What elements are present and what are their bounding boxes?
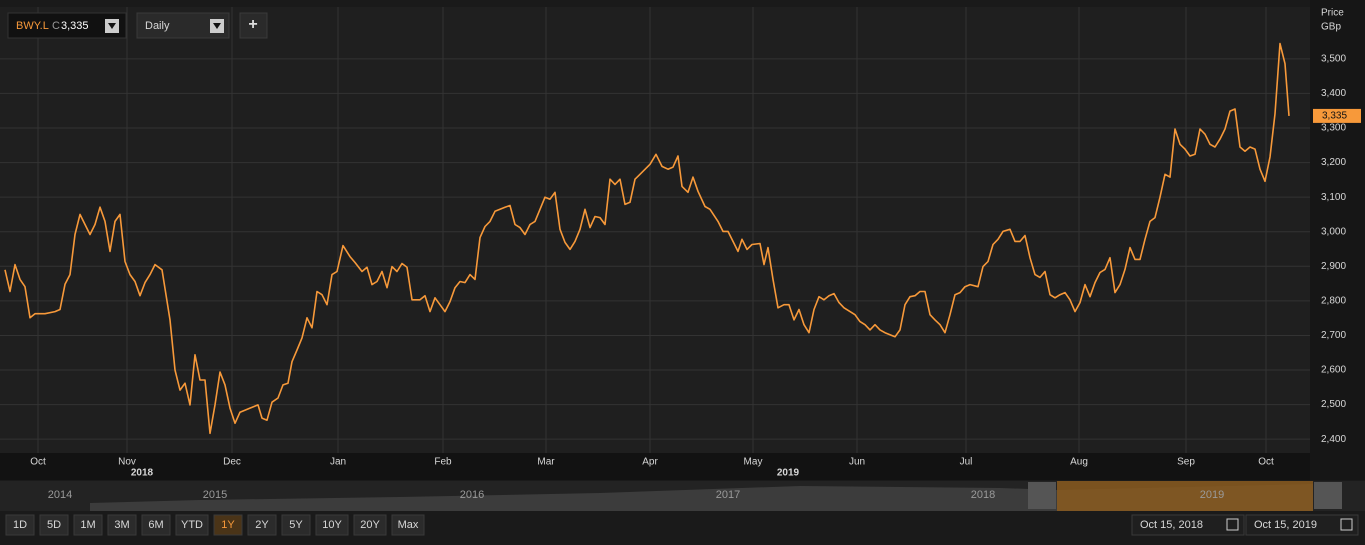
y-tick-label: 3,000 (1321, 226, 1346, 237)
range-button[interactable] (5, 514, 35, 536)
range-button-label: 2Y (255, 519, 269, 531)
navigator-selection[interactable] (1057, 481, 1313, 511)
y-axis-unit: GBp (1321, 22, 1341, 33)
range-button-label: 1M (80, 519, 95, 531)
y-tick-label: 2,400 (1321, 434, 1346, 445)
x-year-label: 2018 (131, 468, 154, 479)
navigator-handle[interactable] (1314, 482, 1342, 509)
dropdown-arrow (108, 23, 116, 29)
range-button[interactable] (213, 514, 243, 536)
navigator-year: 2015 (203, 489, 227, 501)
y-axis-title: Price (1321, 8, 1344, 19)
date-input[interactable] (1245, 514, 1359, 536)
close-prefix: C (52, 20, 60, 32)
navigator-year: 2014 (48, 489, 72, 501)
range-button[interactable] (315, 514, 349, 536)
range-button[interactable] (353, 514, 387, 536)
add-button[interactable] (239, 12, 268, 39)
last-price-label: 3,335 (1322, 111, 1347, 122)
navigator-year: 2016 (460, 489, 484, 501)
range-button[interactable] (391, 514, 425, 536)
y-tick-label: 3,400 (1321, 88, 1346, 99)
y-tick-label: 3,100 (1321, 192, 1346, 203)
y-tick-label: 2,700 (1321, 330, 1346, 341)
date-input[interactable] (1131, 514, 1245, 536)
x-tick-label: Aug (1070, 457, 1088, 468)
x-tick-label: May (744, 457, 763, 468)
range-button[interactable] (175, 514, 209, 536)
calendar-icon[interactable] (1340, 518, 1353, 531)
navigator-year: 2019 (1200, 489, 1224, 501)
x-axis-area (0, 453, 1310, 480)
y-tick-label: 3,300 (1321, 123, 1346, 134)
range-button[interactable] (73, 514, 103, 536)
x-tick-label: Dec (223, 457, 241, 468)
date-text: Oct 15, 2019 (1254, 519, 1317, 531)
y-tick-label: 3,500 (1321, 54, 1346, 65)
last-price-tag (1313, 108, 1361, 123)
x-tick-label: Jun (849, 457, 865, 468)
add-icon: + (248, 16, 257, 33)
range-button-label: Max (398, 519, 419, 531)
range-button[interactable] (281, 514, 311, 536)
range-button-label: 6M (148, 519, 163, 531)
x-tick-label: Oct (30, 457, 46, 468)
navigator-handle[interactable] (1028, 482, 1056, 509)
range-button-label: 3M (114, 519, 129, 531)
navigator-year: 2018 (971, 489, 995, 501)
x-tick-label: Apr (642, 457, 658, 468)
x-tick-label: Mar (537, 457, 555, 468)
range-button[interactable] (107, 514, 137, 536)
price-line (4, 42, 1290, 435)
date-text: Oct 15, 2018 (1140, 519, 1203, 531)
y-tick-label: 2,600 (1321, 365, 1346, 376)
y-tick-label: 2,900 (1321, 261, 1346, 272)
range-button[interactable] (39, 514, 69, 536)
symbol: BWY.L (16, 20, 49, 32)
range-button-label: 5Y (289, 519, 303, 531)
x-tick-label: Oct (1258, 457, 1274, 468)
x-tick-label: Jul (960, 457, 973, 468)
dropdown-arrow (213, 23, 221, 29)
range-button-label: 20Y (360, 519, 380, 531)
range-button[interactable] (141, 514, 171, 536)
calendar-icon[interactable] (1226, 518, 1239, 531)
range-button-label: 1D (13, 519, 27, 531)
x-year-label: 2019 (777, 468, 800, 479)
toolbar: BWY.L C 3,335 Daily + (7, 12, 268, 39)
range-button-label: YTD (181, 519, 203, 531)
range-button-label: 5D (47, 519, 61, 531)
close-value: 3,335 (61, 20, 89, 32)
range-button-label: 10Y (322, 519, 342, 531)
y-axis-area (1310, 0, 1365, 480)
plot-area (0, 7, 1310, 453)
y-tick-label: 2,500 (1321, 399, 1346, 410)
y-tick-label: 3,200 (1321, 157, 1346, 168)
x-tick-label: Feb (434, 457, 452, 468)
navigator-area (90, 484, 1313, 511)
x-tick-label: Sep (1177, 457, 1195, 468)
interval: Daily (145, 20, 170, 32)
navigator-year: 2017 (716, 489, 740, 501)
range-button[interactable] (247, 514, 277, 536)
x-tick-label: Nov (118, 457, 136, 468)
x-tick-label: Jan (330, 457, 346, 468)
range-button-label: 1Y (221, 519, 235, 531)
y-tick-label: 2,800 (1321, 296, 1346, 307)
